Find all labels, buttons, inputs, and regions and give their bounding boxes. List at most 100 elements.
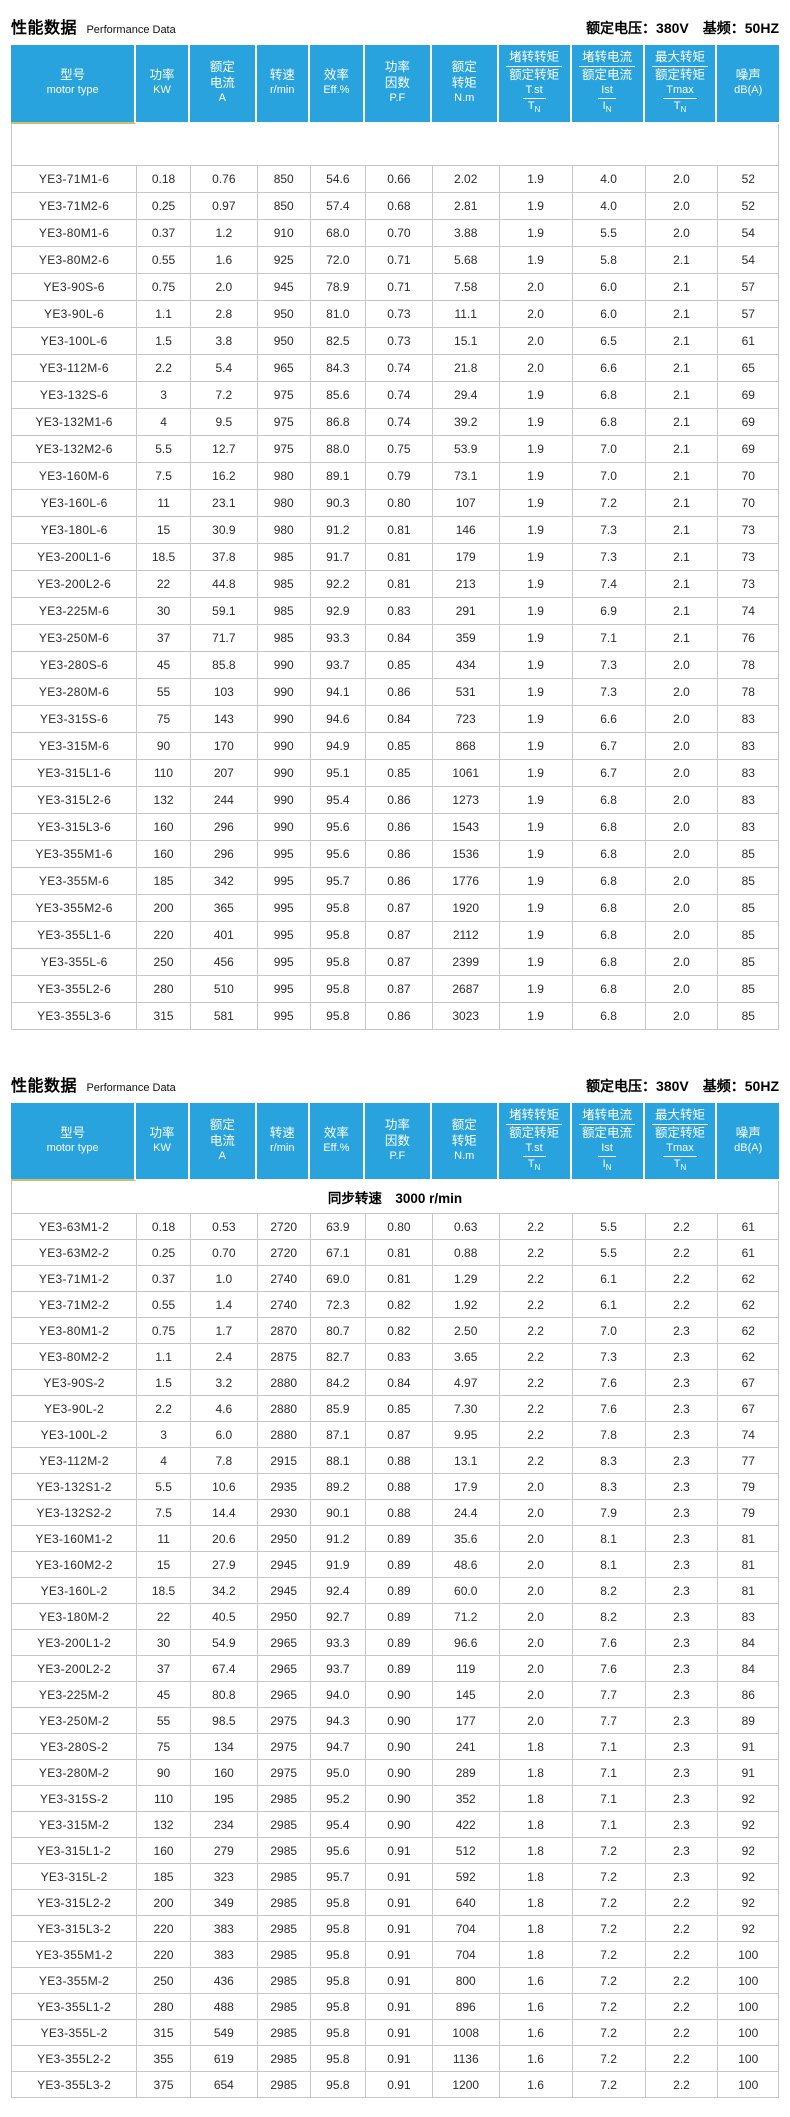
data-cell: 2985	[256, 2020, 310, 2046]
column-header: 型号 motor type	[11, 1102, 137, 1181]
data-cell: 383	[189, 1916, 257, 1942]
data-cell: 7.0	[571, 1318, 645, 1344]
table-row: YE3-355M-6 185 342 995 95.7 0.86 1776 1.9 6.8 2.0…	[11, 867, 779, 895]
table-row: YE3-315L1-6 110 207 990 95.1 0.85 1061 1.9 6.7 2.…	[11, 759, 779, 787]
data-cell: 640	[431, 1890, 499, 1916]
data-cell: 62	[717, 1318, 779, 1344]
motor-type-cell: YE3-112M-6	[11, 354, 137, 382]
data-cell: 0.91	[365, 1890, 432, 1916]
data-cell: 134	[189, 1734, 257, 1760]
data-cell: 2.0	[498, 327, 572, 355]
data-cell: 0.75	[136, 1318, 190, 1344]
motor-type-cell: YE3-71M2-2	[11, 1292, 137, 1318]
data-cell: 0.82	[365, 1318, 432, 1344]
data-cell: 995	[256, 921, 310, 949]
data-cell: 2.2	[498, 1214, 572, 1240]
data-cell: 13.1	[431, 1448, 499, 1474]
table-row: YE3-315L-2 185 323 2985 95.7 0.91 592 1.8 7.2 2.3…	[11, 1864, 779, 1890]
data-cell: 7.2	[571, 1942, 645, 1968]
data-cell: 1.9	[498, 813, 572, 841]
data-cell: 0.74	[365, 381, 432, 409]
data-cell: 2.2	[644, 1994, 718, 2020]
data-cell: 7.2	[571, 1838, 645, 1864]
motor-type-cell: YE3-355L1-2	[11, 1994, 137, 2020]
data-cell: 100	[717, 1968, 779, 1994]
data-cell: 2.3	[644, 1682, 718, 1708]
data-cell: 2.0	[644, 219, 718, 247]
data-cell: 2.1	[644, 570, 718, 598]
table-row: YE3-315L3-2 220 383 2985 95.8 0.91 704 1.8 7.2 2.…	[11, 1916, 779, 1942]
data-cell: 2.0	[644, 894, 718, 922]
data-cell: 2.0	[644, 732, 718, 760]
data-cell: 69.0	[309, 1266, 365, 1292]
data-cell: 79	[717, 1474, 779, 1500]
data-cell: 0.71	[365, 246, 432, 274]
data-cell: 7.2	[571, 1890, 645, 1916]
data-cell: 80.8	[189, 1682, 257, 1708]
data-cell: 14.4	[189, 1500, 257, 1526]
data-cell: 45	[136, 1682, 190, 1708]
data-cell: 1.9	[498, 246, 572, 274]
data-cell: 4.0	[571, 192, 645, 220]
column-header: 额定 转矩 N.m	[431, 1102, 499, 1181]
motor-type-cell: YE3-132M1-6	[11, 408, 137, 436]
data-cell: 1.9	[498, 867, 572, 895]
data-cell: 5.5	[136, 435, 190, 463]
data-cell: 1.9	[498, 921, 572, 949]
column-header: 功率 KW	[136, 45, 190, 124]
motor-type-cell: YE3-63M1-2	[11, 1214, 137, 1240]
data-cell: 0.25	[136, 1240, 190, 1266]
data-cell: 0.89	[365, 1604, 432, 1630]
data-cell: 315	[136, 2020, 190, 2046]
data-cell: 6.1	[571, 1266, 645, 1292]
data-cell: 100	[717, 1994, 779, 2020]
data-cell: 0.90	[365, 1760, 432, 1786]
data-cell: 995	[256, 840, 310, 868]
data-cell: 0.87	[365, 921, 432, 949]
motor-type-cell: YE3-200L2-2	[11, 1656, 137, 1682]
data-cell: 2935	[256, 1474, 310, 1500]
data-cell: 95.8	[309, 975, 365, 1003]
data-cell: 22	[136, 570, 190, 598]
data-cell: 6.8	[571, 867, 645, 895]
table-row: YE3-315L2-2 200 349 2985 95.8 0.91 640 1.8 7.2 2.…	[11, 1890, 779, 1916]
data-cell: 143	[189, 705, 257, 733]
data-cell: 2930	[256, 1500, 310, 1526]
data-cell: 2.2	[644, 1292, 718, 1318]
data-cell: 88.1	[309, 1448, 365, 1474]
data-cell: 78	[717, 678, 779, 706]
data-cell: 0.91	[365, 1942, 432, 1968]
data-cell: 86	[717, 1682, 779, 1708]
data-cell: 2.1	[644, 381, 718, 409]
data-cell: 73	[717, 516, 779, 544]
data-cell: 6.8	[571, 948, 645, 976]
data-cell: 2.3	[644, 1760, 718, 1786]
table-row: YE3-315S-6 75 143 990 94.6 0.84 723 1.9 6.6 2.0 83	[11, 705, 779, 733]
data-cell: 72.3	[309, 1292, 365, 1318]
header-row: 型号 motor type 功率 KW 额定 电流 A 转速 r/min 效率 Eff.% 功率 因数 P…	[11, 45, 779, 124]
data-cell: 4.6	[189, 1396, 257, 1422]
data-cell: 95.8	[309, 948, 365, 976]
data-cell: 63.9	[309, 1214, 365, 1240]
data-cell: 87.1	[309, 1422, 365, 1448]
data-cell: 30	[136, 597, 190, 625]
data-cell: 10.6	[189, 1474, 257, 1500]
data-cell: 2.0	[498, 1708, 572, 1734]
motor-type-cell: YE3-80M2-2	[11, 1344, 137, 1370]
data-cell: 17.9	[431, 1474, 499, 1500]
data-cell: 92.7	[309, 1604, 365, 1630]
table-row: YE3-315M-2 132 234 2985 95.4 0.90 422 1.8 7.1 2.3…	[11, 1812, 779, 1838]
table-row: YE3-80M2-2 1.1 2.4 2875 82.7 0.83 3.65 2.2 7.3 2.…	[11, 1344, 779, 1370]
data-cell: 82.5	[309, 327, 365, 355]
data-cell: 1.8	[498, 1890, 572, 1916]
data-cell: 6.8	[571, 894, 645, 922]
motor-type-cell: YE3-180L-6	[11, 516, 137, 544]
data-cell: 95.8	[309, 1994, 365, 2020]
column-header: 最大转矩 额定转矩 Tmax TN	[644, 45, 718, 124]
data-cell: 73	[717, 570, 779, 598]
table-row: YE3-160L-6 11 23.1 980 90.3 0.80 107 1.9 7.2 2.1 7…	[11, 489, 779, 517]
data-cell: 57	[717, 300, 779, 328]
data-cell: 91.9	[309, 1552, 365, 1578]
data-cell: 92	[717, 1838, 779, 1864]
data-cell: 1.9	[498, 975, 572, 1003]
